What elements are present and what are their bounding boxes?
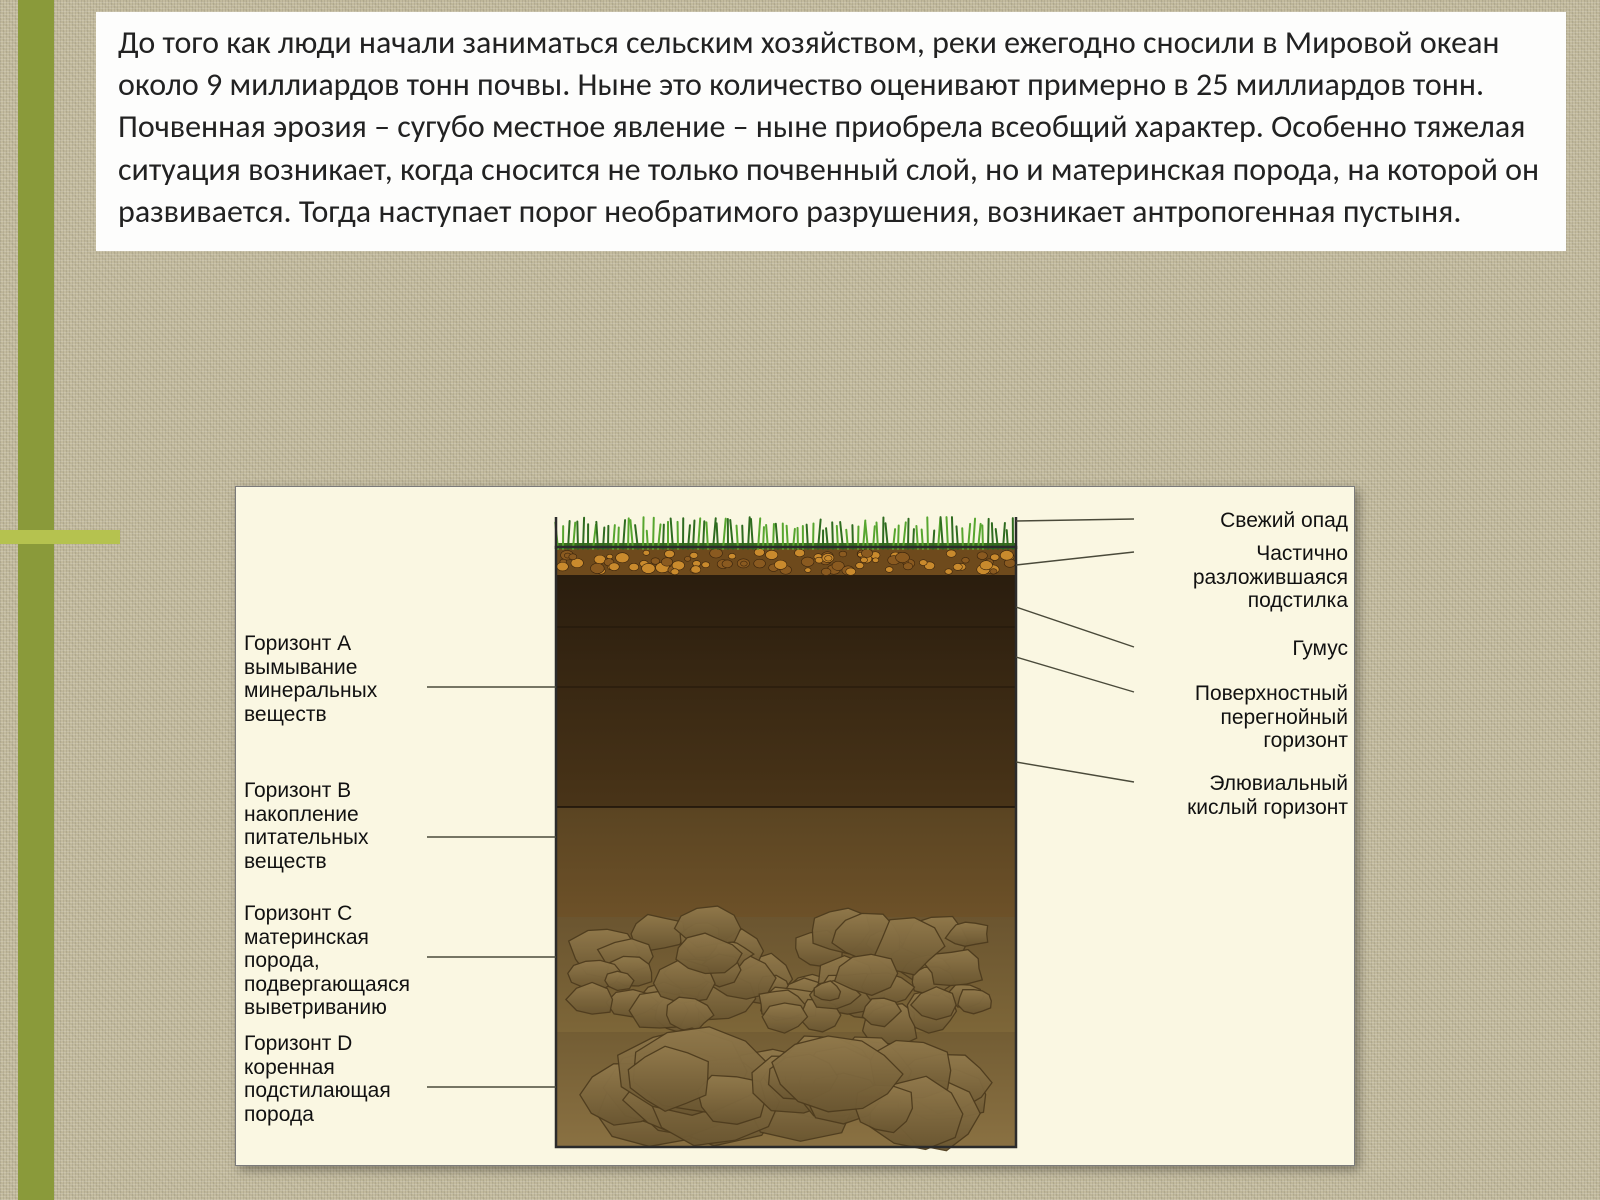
label-horizonA: Горизонт А вымывание минеральных веществ bbox=[244, 632, 421, 726]
label-litterFresh: Свежий опад bbox=[1136, 509, 1348, 533]
slide-accent bbox=[0, 530, 120, 544]
label-eluvial: Элювиальный кислый горизонт bbox=[1136, 772, 1348, 819]
paragraph-text: До того как люди начали заниматься сельс… bbox=[118, 22, 1544, 233]
text-card: До того как люди начали заниматься сельс… bbox=[96, 12, 1566, 251]
label-litterPart: Частично разложившаяся подстилка bbox=[1136, 542, 1348, 613]
label-surfHumus: Поверхностный перегнойный горизонт bbox=[1136, 682, 1348, 753]
label-horizonB: Горизонт В накопление питательных вещест… bbox=[244, 779, 421, 873]
label-horizonD: Горизонт D коренная подстилающая порода bbox=[244, 1032, 421, 1126]
slide-sidebar bbox=[18, 0, 54, 1200]
label-horizonC: Горизонт С материнская порода, подвергаю… bbox=[244, 902, 421, 1020]
label-humus: Гумус bbox=[1136, 637, 1348, 661]
soil-diagram: Горизонт А вымывание минеральных веществ… bbox=[235, 486, 1355, 1166]
